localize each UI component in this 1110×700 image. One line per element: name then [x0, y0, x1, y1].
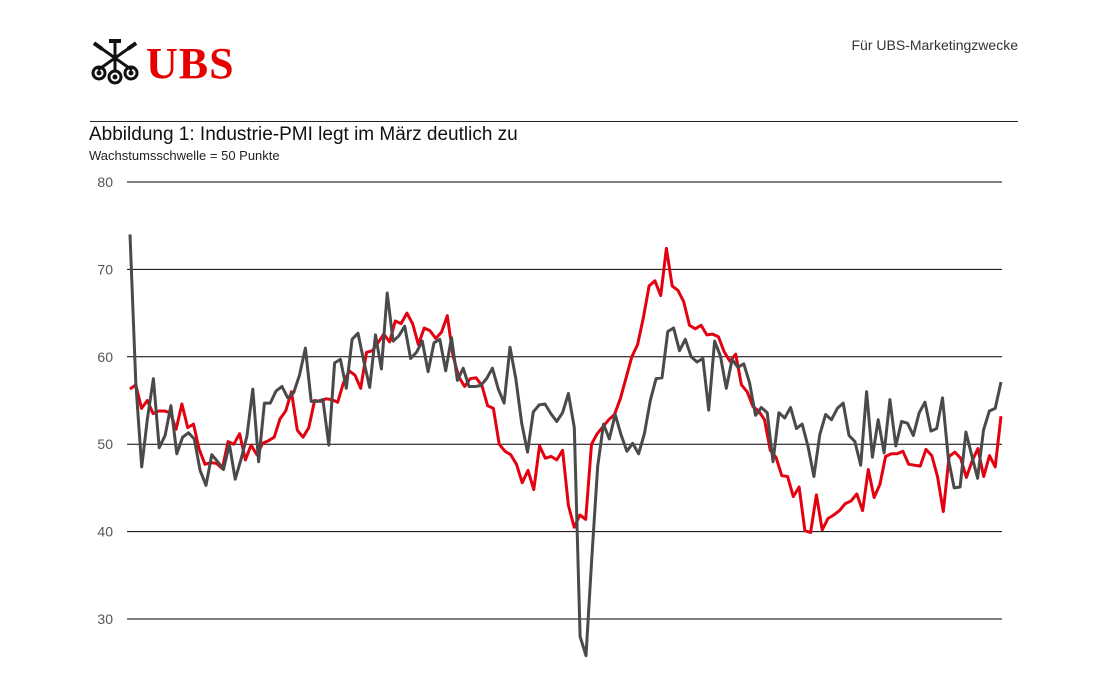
y-tick-label: 80 — [97, 174, 113, 190]
y-tick-label: 50 — [97, 436, 113, 452]
ubs-keys-logo-icon — [91, 39, 139, 85]
y-tick-label: 30 — [97, 611, 113, 627]
y-tick-label: 60 — [97, 349, 113, 365]
brand-name: UBS — [146, 38, 235, 88]
y-tick-labels: 30 40 50 60 70 80 — [97, 174, 113, 627]
grid-layer — [127, 181, 1002, 620]
chart-subtitle: Wachstumsschwelle = 50 Punkte — [89, 148, 280, 163]
y-tick-label: 40 — [97, 524, 113, 540]
series-line-1 — [129, 246, 1003, 534]
marketing-tagline: Für UBS-Marketingzwecke — [851, 37, 1019, 53]
y-tick-label: 70 — [97, 261, 113, 277]
chart-title: Abbildung 1: Industrie-PMI legt im März … — [89, 124, 518, 145]
ubs-logo: UBS — [90, 36, 235, 90]
header-rule — [90, 121, 1018, 122]
series-layer — [128, 234, 1003, 658]
series-line-2 — [128, 234, 1003, 658]
